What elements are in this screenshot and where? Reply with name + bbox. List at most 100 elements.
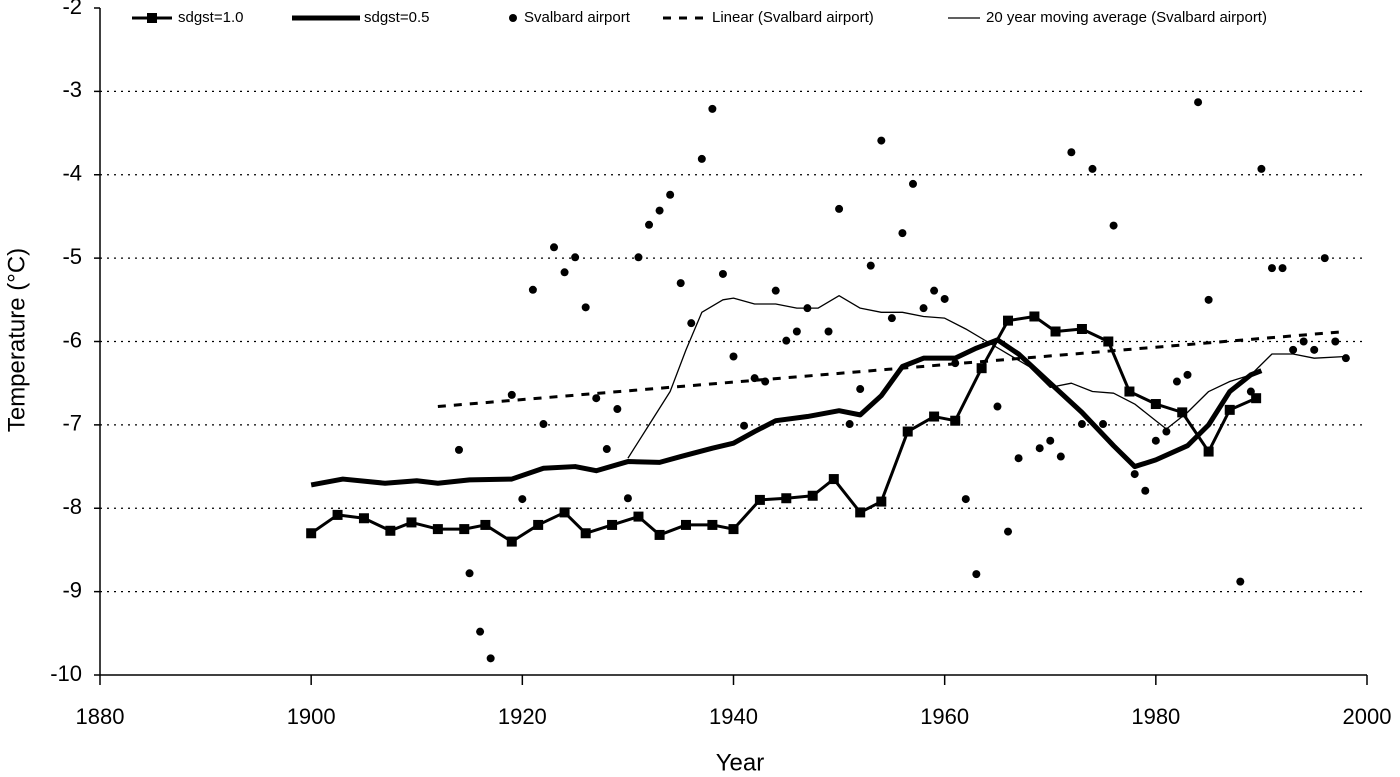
scatter-point <box>1236 577 1245 586</box>
x-tick-label: 1900 <box>287 704 336 729</box>
y-tick-label: -10 <box>50 661 82 686</box>
point-marker <box>976 363 987 374</box>
point-marker <box>950 415 961 426</box>
point-marker <box>607 519 618 530</box>
scatter-point <box>613 405 622 414</box>
scatter-point <box>1088 164 1097 173</box>
legend-bg <box>126 8 1376 30</box>
scatter-point <box>1172 377 1181 386</box>
scatter-point <box>1267 264 1276 273</box>
point-marker <box>654 529 665 540</box>
y-tick-label: -3 <box>62 77 82 102</box>
scatter-point <box>856 385 865 394</box>
y-tick-label: -8 <box>62 494 82 519</box>
scatter-point <box>1331 337 1340 346</box>
point-marker <box>754 494 765 505</box>
point-marker <box>358 513 369 524</box>
y-tick-label: -2 <box>62 0 82 19</box>
scatter-point <box>539 420 548 429</box>
point-marker <box>459 524 470 535</box>
legend-label: sdgst=1.0 <box>178 9 243 26</box>
point-marker <box>580 528 591 539</box>
scatter-point <box>866 261 875 270</box>
scatter-point <box>940 294 949 303</box>
scatter-point <box>1109 221 1118 230</box>
scatter-point <box>771 286 780 295</box>
scatter-point <box>1035 444 1044 453</box>
scatter-point <box>697 154 706 163</box>
point-marker <box>385 525 396 536</box>
scatter-point <box>1067 148 1076 157</box>
scatter-point <box>1257 164 1266 173</box>
scatter-point <box>835 204 844 213</box>
scatter-point <box>877 136 886 145</box>
point-marker <box>506 536 517 547</box>
scatter-point <box>898 229 907 238</box>
scatter-point <box>750 374 759 383</box>
scatter-point <box>972 570 981 579</box>
x-tick-label: 1960 <box>920 704 969 729</box>
point-marker <box>1177 407 1188 418</box>
x-tick-label: 1940 <box>709 704 758 729</box>
scatter-point <box>1046 436 1055 445</box>
point-marker <box>876 496 887 507</box>
scatter-point <box>718 269 727 278</box>
scatter-point <box>634 253 643 262</box>
y-tick-label: -6 <box>62 327 82 352</box>
scatter-point <box>507 390 516 399</box>
scatter-point <box>645 220 654 229</box>
x-axis-title: Year <box>716 749 765 776</box>
y-tick-label: -7 <box>62 411 82 436</box>
scatter-point <box>1278 264 1287 273</box>
point-marker <box>633 511 644 522</box>
scatter-point <box>518 495 527 504</box>
scatter-point <box>887 314 896 323</box>
y-tick-label: -5 <box>62 244 82 269</box>
point-marker <box>1150 399 1161 410</box>
point-marker <box>1003 315 1014 326</box>
series-line <box>627 294 1346 459</box>
point-marker <box>728 524 739 535</box>
scatter-point <box>792 327 801 336</box>
scatter-point <box>465 569 474 578</box>
scatter-point <box>476 627 485 636</box>
scatter-point <box>782 336 791 345</box>
scatter-point <box>1194 98 1203 107</box>
point-marker <box>559 507 570 518</box>
point-marker <box>680 519 691 530</box>
scatter-point <box>550 243 559 252</box>
scatter-point <box>708 104 717 113</box>
scatter-point <box>1004 527 1013 536</box>
point-marker <box>480 519 491 530</box>
point-marker <box>1076 323 1087 334</box>
x-tick-label: 2000 <box>1343 704 1392 729</box>
scatter-point <box>1310 345 1319 354</box>
scatter-point <box>623 494 632 503</box>
scatter-point <box>1299 337 1308 346</box>
scatter-point <box>687 319 696 328</box>
scatter-point <box>571 253 580 262</box>
point-marker <box>533 519 544 530</box>
point-marker <box>306 528 317 539</box>
scatter-point <box>592 394 601 403</box>
scatter-point <box>528 285 537 294</box>
scatter-point <box>729 352 738 361</box>
series-line <box>310 337 1263 488</box>
scatter-point <box>1099 420 1108 429</box>
scatter-point <box>740 421 749 430</box>
scatter-point <box>908 179 917 188</box>
scatter-point <box>930 286 939 295</box>
scatter-point <box>1056 452 1065 461</box>
legend-label: Svalbard airport <box>524 9 631 26</box>
point-marker <box>828 474 839 485</box>
point-marker <box>929 411 940 422</box>
scatter-point <box>655 206 664 215</box>
scatter-point <box>1204 295 1213 304</box>
scatter-point <box>454 445 463 454</box>
point-marker <box>781 493 792 504</box>
scatter-point <box>1141 486 1150 495</box>
point-marker <box>902 426 913 437</box>
point-marker <box>1050 326 1061 337</box>
